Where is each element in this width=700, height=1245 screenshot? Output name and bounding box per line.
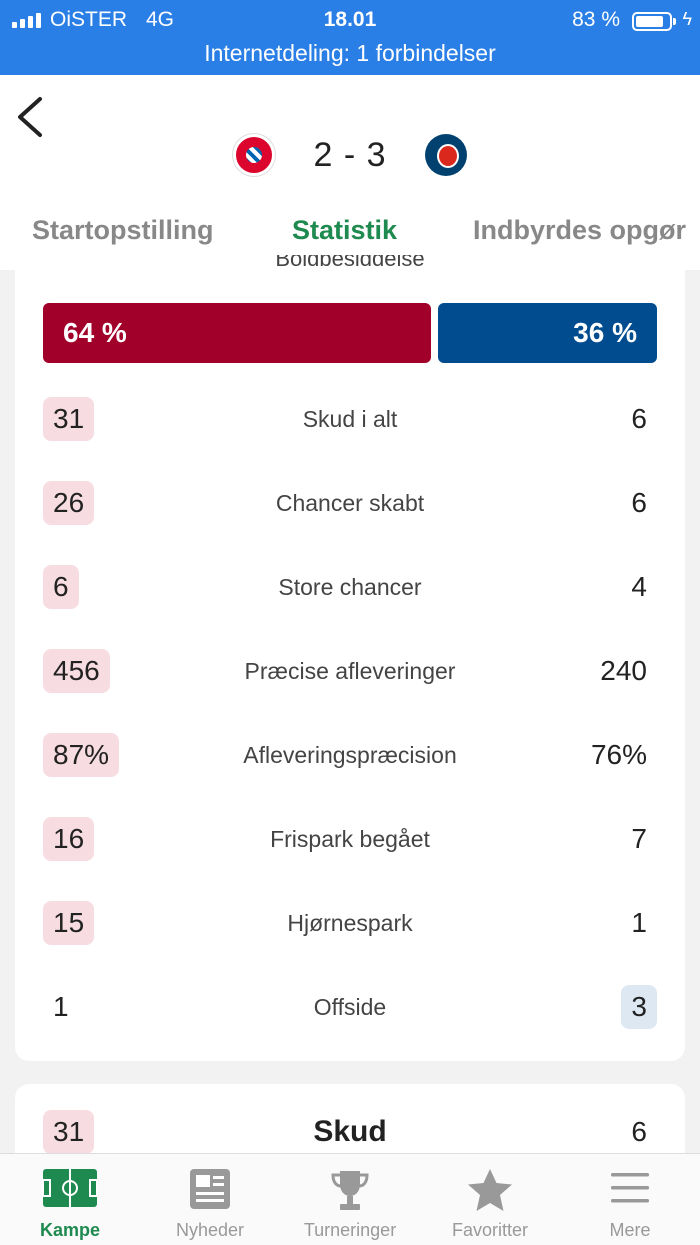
menu-icon — [611, 1173, 649, 1203]
away-team-crest[interactable] — [424, 134, 467, 176]
network-type: 4G — [146, 8, 175, 31]
nav-more-label: Mere — [609, 1220, 651, 1240]
stat-home-value: 87% — [43, 733, 120, 777]
battery-icon — [632, 12, 676, 31]
carrier-name: OiSTER — [50, 8, 128, 31]
tab-lineup[interactable]: Startopstilling — [32, 215, 214, 245]
stat-row: 15 Hjørnespark 1 — [43, 901, 657, 947]
nav-more[interactable]: Mere — [560, 1154, 700, 1245]
stat-home-value: 26 — [43, 481, 95, 525]
stat-away-value: 1 — [631, 907, 647, 938]
stat-home-value: 456 — [43, 649, 110, 693]
signal-strength-icon — [12, 12, 41, 28]
stat-home-value: 15 — [43, 901, 95, 945]
stat-label: Offside — [313, 994, 387, 1020]
stat-label: Store chancer — [278, 574, 422, 600]
stat-label: Afleveringspræcision — [243, 742, 457, 768]
star-icon — [468, 1169, 512, 1211]
stat-row: 16 Frispark begået 7 — [43, 817, 657, 863]
stat-row: 31 Skud i alt 6 — [43, 397, 657, 443]
stat-row: 6 Store chancer 4 — [43, 565, 657, 611]
nav-favorites-label: Favoritter — [451, 1220, 529, 1240]
possession-bar: 64 % 36 % — [43, 303, 657, 363]
score-row: 2 - 3 — [0, 130, 700, 180]
nav-matches[interactable]: Kampe — [0, 1154, 140, 1245]
stat-home-value: 6 — [43, 565, 79, 609]
back-button[interactable] — [14, 95, 54, 139]
stat-label: Præcise afleveringer — [244, 658, 456, 684]
nav-favorites[interactable]: Favoritter — [420, 1154, 560, 1245]
hotspot-banner[interactable]: Internetdeling: 1 forbindelser — [204, 40, 496, 66]
tab-statistics[interactable]: Statistik — [292, 215, 398, 245]
possession-title: Boldbesiddelse — [275, 255, 425, 271]
newspaper-icon — [190, 1169, 230, 1209]
stat-row: 456 Præcise afleveringer 240 — [43, 649, 657, 695]
stat-row: 87% Afleveringspræcision 76% — [43, 733, 657, 779]
stat-away-value: 4 — [631, 571, 647, 602]
status-bar: OiSTER 4G 18.01 83 % ϟ Internetdeling: 1… — [0, 0, 700, 75]
stat-label: Chancer skabt — [275, 490, 425, 516]
stats-card — [15, 255, 685, 1061]
nav-tournaments-label: Turneringer — [303, 1220, 397, 1240]
stat-away-value: 6 — [631, 403, 647, 434]
pitch-icon — [42, 1169, 98, 1207]
nav-tournaments[interactable]: Turneringer — [280, 1154, 420, 1245]
shots-row: 31 Skud 6 — [43, 1110, 657, 1156]
possession-away: 36 % — [438, 303, 657, 363]
charging-icon: ϟ — [682, 9, 692, 29]
stat-away-value: 6 — [631, 487, 647, 518]
bottom-navigation: Kampe Nyheder Turneringer Favoritter — [0, 1153, 700, 1245]
stat-home-value: 1 — [53, 991, 69, 1022]
tab-head-to-head[interactable]: Indbyrdes opgør — [473, 215, 687, 245]
chevron-left-icon — [18, 97, 42, 137]
match-header: 2 - 3 Startopstilling Statistik Indbyrde… — [0, 75, 700, 270]
trophy-icon — [331, 1171, 369, 1210]
stat-label: Skud i alt — [302, 406, 398, 432]
stat-home-value: 31 — [43, 397, 95, 441]
shots-away-value: 6 — [631, 1116, 647, 1147]
shots-home-value: 31 — [43, 1110, 95, 1154]
match-score: 2 - 3 — [313, 135, 387, 174]
possession-home: 64 % — [43, 303, 431, 363]
clock: 18.01 — [323, 8, 377, 31]
home-team-crest[interactable] — [233, 134, 276, 176]
nav-matches-label: Kampe — [39, 1220, 101, 1240]
nav-news[interactable]: Nyheder — [140, 1154, 280, 1245]
stat-away-value: 76% — [590, 739, 647, 770]
shots-section-title: Skud — [313, 1115, 387, 1148]
stat-row: 1 Offside 3 — [43, 985, 657, 1031]
stat-away-value: 240 — [600, 655, 647, 686]
stat-home-value: 16 — [43, 817, 95, 861]
stat-label: Frispark begået — [270, 826, 430, 852]
nav-news-label: Nyheder — [175, 1220, 245, 1240]
stat-label: Hjørnespark — [287, 910, 413, 936]
battery-percent: 83 % — [572, 8, 620, 31]
stat-away-value: 7 — [631, 823, 647, 854]
stat-away-value: 3 — [621, 985, 657, 1029]
stat-row: 26 Chancer skabt 6 — [43, 481, 657, 527]
